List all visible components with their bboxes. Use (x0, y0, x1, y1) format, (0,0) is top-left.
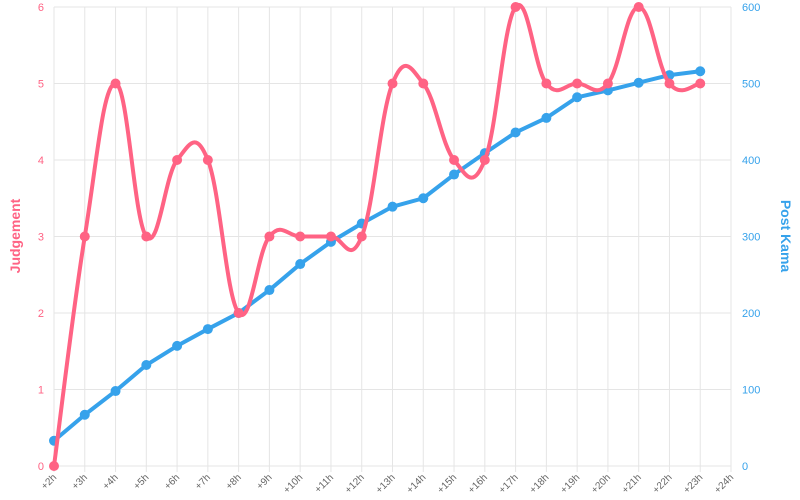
data-point[interactable] (633, 77, 644, 88)
data-point[interactable] (572, 92, 583, 103)
x-tick-label: +14h (405, 472, 429, 496)
left-tick-label: 3 (38, 232, 44, 244)
x-tick-label: +19h (559, 472, 583, 496)
left-tick-label: 1 (38, 385, 44, 397)
data-point[interactable] (295, 259, 306, 270)
right-tick-label: 500 (742, 79, 760, 91)
x-tick-label: +2h (39, 472, 59, 492)
x-axis-ticks: +2h +3h +4h +5h +6h +7h +8h +9h +10h +11h +12h +13h… (39, 472, 736, 496)
left-tick-label: 6 (38, 2, 44, 14)
data-point[interactable] (141, 231, 152, 242)
data-point[interactable] (141, 360, 152, 371)
right-tick-label: 200 (742, 308, 760, 320)
data-point[interactable] (602, 78, 613, 89)
right-tick-label: 100 (742, 385, 760, 397)
data-point[interactable] (664, 78, 675, 89)
data-point[interactable] (418, 78, 429, 89)
x-tick-label: +16h (466, 472, 490, 496)
x-tick-label: +24h (712, 472, 736, 496)
x-tick-label: +12h (343, 472, 367, 496)
data-point[interactable] (110, 386, 121, 397)
right-tick-label: 400 (742, 155, 760, 167)
x-tick-label: +13h (374, 472, 398, 496)
left-tick-label: 2 (38, 308, 44, 320)
right-axis-ticks: 0 100 200 300 400 500 600 (742, 2, 760, 473)
data-point[interactable] (387, 78, 398, 89)
data-point[interactable] (479, 155, 490, 165)
data-point[interactable] (356, 231, 367, 242)
data-point[interactable] (510, 2, 521, 12)
series-judgement (49, 2, 706, 471)
series-layer (49, 2, 706, 471)
right-tick-label: 0 (742, 461, 748, 473)
data-point[interactable] (510, 127, 521, 138)
data-point[interactable] (541, 78, 552, 89)
x-tick-label: +15h (435, 472, 459, 496)
x-tick-label: +22h (651, 472, 675, 496)
data-point[interactable] (695, 66, 706, 77)
data-point[interactable] (387, 201, 398, 212)
left-tick-label: 0 (38, 461, 44, 473)
x-tick-label: +9h (255, 472, 275, 492)
data-point[interactable] (110, 78, 121, 89)
series-line (52, 69, 703, 443)
data-point[interactable] (172, 340, 183, 351)
x-tick-label: +23h (682, 472, 706, 496)
data-point[interactable] (418, 193, 429, 204)
data-point[interactable] (264, 231, 275, 242)
x-tick-label: +5h (132, 472, 152, 492)
x-tick-label: +8h (224, 472, 244, 492)
series-post-kama (49, 66, 706, 446)
left-tick-label: 5 (38, 79, 44, 91)
x-tick-label: +17h (497, 472, 521, 496)
x-tick-label: +21h (620, 472, 644, 496)
data-point[interactable] (541, 112, 552, 123)
right-axis-title: Post Kama (778, 200, 794, 273)
data-point[interactable] (449, 169, 460, 180)
x-tick-label: +7h (193, 472, 213, 492)
x-tick-label: +6h (162, 472, 182, 492)
grid-lines (53, 6, 732, 472)
x-tick-label: +20h (589, 472, 613, 496)
left-tick-label: 4 (38, 155, 44, 167)
x-tick-label: +11h (313, 472, 336, 495)
data-point[interactable] (695, 78, 706, 89)
data-point[interactable] (172, 155, 183, 165)
x-tick-label: +10h (282, 472, 306, 496)
data-point[interactable] (202, 324, 213, 335)
data-point[interactable] (79, 409, 90, 420)
left-axis-ticks: 0 1 2 3 4 5 6 (38, 2, 44, 473)
data-point[interactable] (295, 231, 306, 242)
data-point[interactable] (79, 231, 90, 242)
left-axis-title: Judgement (7, 198, 23, 273)
data-point[interactable] (572, 78, 583, 89)
data-point[interactable] (49, 461, 59, 471)
data-point[interactable] (202, 155, 213, 165)
x-tick-label: +3h (70, 472, 90, 492)
data-point[interactable] (264, 285, 275, 296)
x-tick-label: +18h (528, 472, 552, 496)
data-point[interactable] (233, 308, 244, 318)
data-point[interactable] (449, 155, 460, 165)
right-tick-label: 600 (742, 2, 760, 14)
data-point[interactable] (325, 231, 336, 242)
right-tick-label: 300 (742, 232, 760, 244)
x-tick-label: +4h (101, 472, 121, 492)
data-point[interactable] (633, 2, 644, 12)
